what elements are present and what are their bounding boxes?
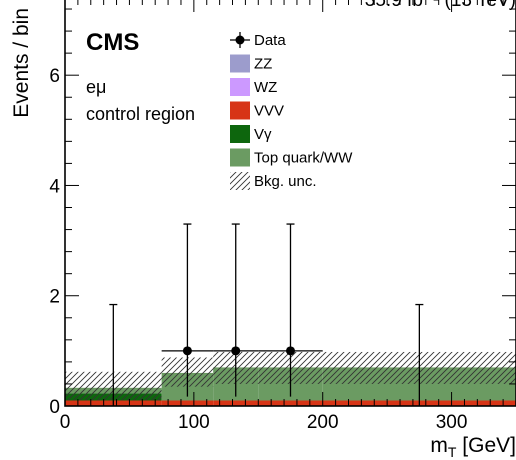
legend-top-quark-ww-swatch [230, 148, 250, 167]
y-tick-label-4: 4 [49, 176, 60, 197]
annotation-region: control region [86, 104, 195, 124]
legend-zz-label: ZZ [254, 56, 272, 73]
legend-vvv-swatch [230, 101, 250, 120]
data-point-3 [286, 346, 295, 356]
y-tick-label-0: 0 [49, 397, 60, 418]
legend-bkg-unc-label: Bkg. unc. [254, 173, 317, 190]
data-point-1 [182, 346, 192, 356]
bar-vvv-bin-2 [213, 400, 259, 406]
x-tick-label-300: 300 [436, 412, 468, 433]
y-tick-label-2: 2 [49, 287, 60, 308]
legend-vvv-label: VVV [254, 103, 284, 120]
x-tick-label-0: 0 [60, 412, 71, 433]
x-tick-label-100: 100 [178, 412, 210, 433]
top-right-label: 35.9 fb⁻¹ (13 TeV) [365, 0, 516, 11]
axis-ticks [64, 0, 516, 407]
legend-v-label: Vγ [254, 126, 272, 143]
axis-tick-labels: 0 100 200 300 0 2 4 6 [49, 66, 467, 433]
x-tick-label-200: 200 [307, 412, 339, 433]
data-point-2 [231, 346, 241, 356]
legend-data-label: Data [254, 32, 286, 49]
legend-bkg-unc-swatch [230, 172, 250, 190]
y-axis-title: Events / bin [10, 8, 33, 118]
data-points [109, 223, 424, 406]
legend-wz-swatch [230, 78, 250, 96]
x-axis-title: mT [GeV] [430, 434, 516, 460]
legend-wz-label: WZ [254, 79, 277, 96]
legend-data-marker [235, 35, 245, 45]
cms-label: CMS [86, 29, 139, 56]
annotation-channel: eμ [86, 77, 106, 97]
y-tick-label-6: 6 [49, 66, 60, 87]
legend: Data ZZ WZ VVV Vγ Top quark/WW Bkg. unc. [230, 32, 353, 190]
plot-frame [64, 0, 516, 407]
legend-v-swatch [230, 125, 250, 143]
bar-vvv-bin-3 [258, 400, 323, 406]
legend-zz-swatch [230, 54, 250, 73]
legend-top-quark-ww-label: Top quark/WW [254, 150, 353, 167]
bar-vvv-bin-1 [161, 400, 214, 406]
